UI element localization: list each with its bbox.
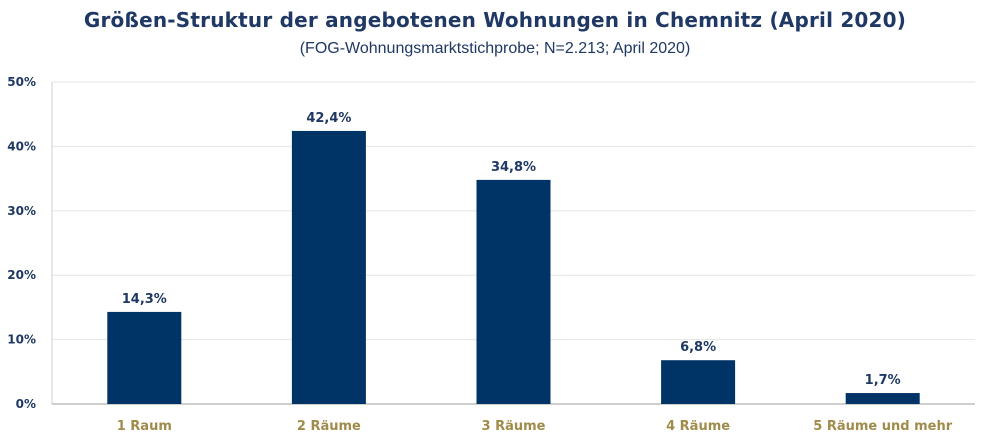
data-label: 6,8% [680, 340, 716, 355]
data-label: 34,8% [491, 160, 536, 175]
x-tick-label: 2 Räume [297, 419, 361, 434]
chart-subtitle: (FOG-Wohnungsmarktstichprobe; N=2.213; A… [299, 40, 691, 57]
y-tick-label: 20% [7, 268, 36, 282]
data-label: 14,3% [122, 292, 167, 307]
data-label: 1,7% [865, 373, 901, 388]
y-tick-label: 40% [7, 139, 36, 153]
y-tick-label: 50% [7, 75, 36, 89]
bar [845, 393, 920, 404]
x-tick-label: 1 Raum [117, 419, 172, 434]
bar [107, 311, 182, 404]
x-tick-label: 4 Räume [666, 419, 730, 434]
bar [661, 360, 736, 404]
x-tick-label: 5 Räume und mehr [813, 419, 952, 434]
data-label: 42,4% [306, 111, 351, 126]
bar [476, 179, 551, 404]
y-tick-label: 30% [7, 204, 36, 218]
y-tick-label: 10% [7, 333, 36, 347]
y-tick-label: 0% [16, 397, 36, 411]
bar [291, 130, 366, 404]
x-tick-label: 3 Räume [482, 419, 546, 434]
chart-title: Größen-Struktur der angebotenen Wohnunge… [83, 8, 907, 32]
